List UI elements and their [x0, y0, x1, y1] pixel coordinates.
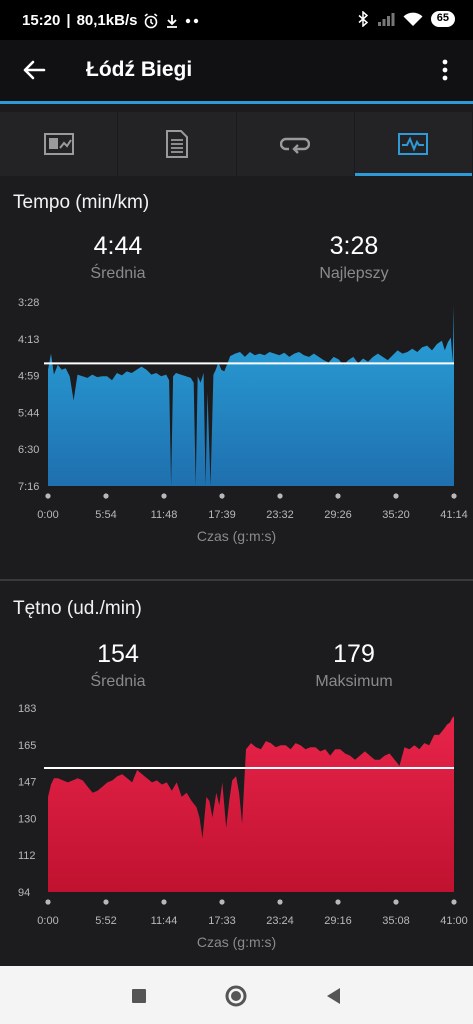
laps-loop-icon: [280, 137, 311, 154]
chart-y-tick-label: 94: [18, 887, 30, 899]
pace-best-stat: 3:28 Najlepszy: [274, 232, 434, 283]
section-divider: [0, 579, 473, 581]
details-document-icon: [165, 130, 188, 158]
pace-average-stat: 4:44 Średnia: [38, 232, 198, 283]
heart-rate-max-label: Maksimum: [315, 673, 393, 690]
chart-x-tick-label: 5:54: [95, 509, 116, 521]
chart-x-tick-label: 5:52: [95, 915, 116, 927]
heart-rate-average-stat: 154 Średnia: [38, 640, 198, 691]
chart-x-tick-label: 23:32: [266, 509, 294, 521]
chart-x-tick-dot: [219, 899, 225, 905]
activity-tabs: [0, 112, 473, 176]
status-bar-left: 15:20 | 80,1kB/s: [22, 12, 201, 29]
heart-rate-x-axis-label: Czas (g:m:s): [196, 934, 277, 950]
chart-y-tick-label: 7:16: [18, 481, 39, 493]
heart-rate-max-value: 179: [333, 640, 375, 668]
chart-series-area: [48, 716, 454, 892]
chart-x-tick-label: 29:26: [324, 509, 352, 521]
tab-charts[interactable]: [354, 112, 473, 176]
chart-x-tick-dot: [451, 899, 457, 905]
page-title: Łódź Biegi: [86, 58, 193, 81]
chart-x-tick-dot: [103, 899, 109, 905]
chart-x-tick-label: 41:00: [440, 915, 468, 927]
chart-x-tick-dot: [103, 493, 109, 499]
chart-x-tick-dot: [219, 493, 225, 499]
recent-apps-square-icon[interactable]: [125, 982, 153, 1010]
chart-x-tick-dot: [393, 899, 399, 905]
tab-details[interactable]: [118, 112, 237, 176]
summary-chart-icon: [43, 133, 74, 155]
pace-average-value: 4:44: [93, 232, 143, 260]
download-icon: [167, 14, 178, 28]
chart-x-tick-label: 0:00: [37, 509, 58, 521]
heart-rate-section-title: Tętno (ud./min): [13, 598, 142, 619]
pace-best-label: Najlepszy: [319, 265, 389, 282]
chart-x-tick-dot: [161, 493, 167, 499]
chart-x-tick-label: 0:00: [37, 915, 58, 927]
system-navigation-bar: [0, 966, 473, 1024]
pace-chart[interactable]: 3:28 4:13 4:59 5:44 6:30 7:16 0:00 5:54 11:48 17:…: [0, 290, 473, 530]
chart-x-tick-dot: [45, 899, 51, 905]
chart-x-tick-dot: [45, 493, 51, 499]
chart-y-tick-label: 130: [18, 813, 36, 825]
chart-y-tick-label: 112: [18, 850, 36, 862]
chart-y-tick-label: 5:44: [18, 407, 39, 419]
app-bar: Łódź Biegi: [0, 40, 473, 102]
signal-icon: [377, 13, 395, 26]
chart-x-tick-dot: [335, 493, 341, 499]
heart-rate-average-label: Średnia: [90, 673, 146, 690]
more-options-icon[interactable]: [433, 54, 457, 86]
status-bar: 15:20 | 80,1kB/s 65: [0, 0, 473, 40]
chart-y-tick-label: 165: [18, 740, 36, 752]
chart-y-tick-label: 147: [18, 777, 36, 789]
chart-x-tick-label: 11:48: [151, 509, 178, 521]
back-arrow-icon[interactable]: [18, 54, 50, 86]
wifi-icon: [403, 12, 423, 26]
status-network-speed: 80,1kB/s: [76, 12, 138, 29]
status-separator: |: [66, 12, 71, 29]
chart-series-area: [48, 305, 454, 486]
chart-x-tick-dot: [161, 899, 167, 905]
chart-x-tick-label: 17:33: [208, 915, 236, 927]
app-bar-accent-line: [0, 101, 473, 104]
chart-x-tick-label: 23:24: [266, 915, 294, 927]
status-bar-right: 65: [357, 11, 455, 27]
chart-x-tick-dot: [277, 899, 283, 905]
chart-x-tick-label: 11:44: [151, 915, 178, 927]
chart-y-tick-label: 6:30: [18, 444, 39, 456]
home-circle-icon[interactable]: [222, 982, 250, 1010]
pace-best-value: 3:28: [329, 232, 379, 260]
status-time: 15:20: [22, 12, 61, 29]
chart-x-tick-label: 29:16: [324, 915, 352, 927]
chart-x-tick-label: 41:14: [440, 509, 468, 521]
chart-x-tick-dot: [393, 493, 399, 499]
battery-indicator: 65: [430, 11, 455, 27]
chart-x-tick-label: 35:20: [382, 509, 410, 521]
alarm-icon: [145, 12, 158, 28]
chart-x-tick-label: 17:39: [208, 509, 236, 521]
heart-rate-max-stat: 179 Maksimum: [274, 640, 434, 691]
pace-x-axis-label: Czas (g:m:s): [196, 528, 277, 544]
chart-x-tick-label: 35:08: [382, 915, 410, 927]
more-notifications-icon: [186, 18, 199, 23]
chart-x-tick-dot: [335, 899, 341, 905]
tab-summary[interactable]: [0, 112, 119, 176]
heart-rate-average-value: 154: [97, 640, 139, 668]
chart-y-tick-label: 4:13: [18, 334, 39, 346]
chart-y-tick-label: 183: [18, 703, 36, 715]
charts-pulse-icon: [398, 133, 429, 155]
chart-y-tick-label: 3:28: [18, 297, 39, 309]
tab-laps[interactable]: [237, 112, 355, 176]
chart-y-tick-label: 4:59: [18, 371, 39, 383]
chart-x-tick-dot: [277, 493, 283, 499]
pace-section-title: Tempo (min/km): [13, 192, 150, 213]
bluetooth-icon: [358, 11, 368, 27]
heart-rate-chart[interactable]: 183 165 147 130 112 94 0:00 5:52 11:44 17:33 23:24…: [0, 696, 473, 936]
back-triangle-icon[interactable]: [320, 982, 348, 1010]
chart-x-tick-dot: [451, 493, 457, 499]
pace-average-label: Średnia: [90, 265, 146, 282]
